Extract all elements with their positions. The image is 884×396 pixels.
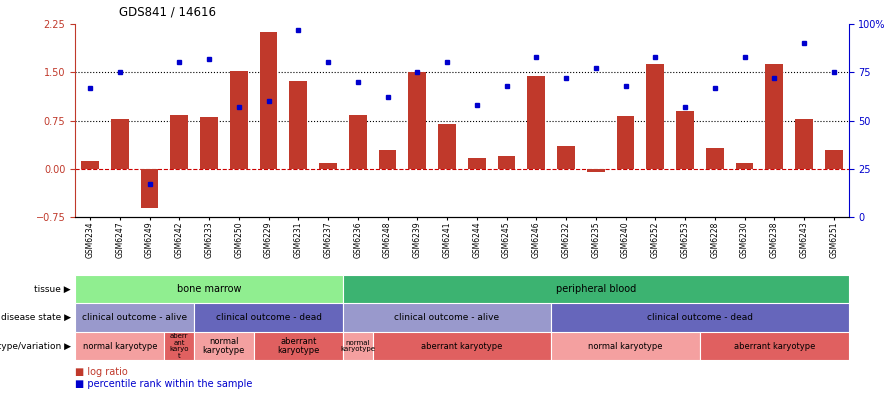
Bar	[705, 148, 724, 169]
Bar	[141, 169, 158, 208]
Text: tissue ▶: tissue ▶	[34, 285, 71, 293]
Bar	[194, 303, 343, 332]
Text: disease state ▶: disease state ▶	[1, 313, 71, 322]
Bar	[551, 303, 849, 332]
Bar	[557, 147, 575, 169]
Bar	[378, 150, 396, 169]
Bar	[766, 65, 783, 169]
Bar	[110, 119, 129, 169]
Bar	[617, 116, 635, 169]
Bar	[438, 124, 456, 169]
Text: clinical outcome - dead: clinical outcome - dead	[216, 313, 322, 322]
Bar	[551, 332, 700, 360]
Bar	[75, 303, 194, 332]
Text: ■ percentile rank within the sample: ■ percentile rank within the sample	[75, 379, 253, 389]
Bar	[200, 117, 218, 169]
Bar	[825, 150, 842, 169]
Text: aberrant karyotype: aberrant karyotype	[421, 342, 503, 350]
Text: clinical outcome - dead: clinical outcome - dead	[647, 313, 753, 322]
Bar	[735, 162, 753, 169]
Text: normal
karyotype: normal karyotype	[340, 340, 376, 352]
Bar	[349, 115, 367, 169]
Bar	[289, 80, 308, 169]
Bar	[587, 169, 605, 171]
Text: normal
karyotype: normal karyotype	[202, 337, 245, 356]
Bar	[373, 332, 551, 360]
Text: aberrant
karyotype: aberrant karyotype	[277, 337, 319, 356]
Bar	[408, 72, 426, 169]
Bar	[171, 115, 188, 169]
Bar	[468, 158, 485, 169]
Bar	[319, 162, 337, 169]
Bar	[254, 332, 343, 360]
Bar	[343, 275, 849, 303]
Bar	[75, 332, 164, 360]
Text: normal karyotype: normal karyotype	[82, 342, 157, 350]
Bar	[528, 76, 545, 169]
Text: aberrant karyotype: aberrant karyotype	[734, 342, 815, 350]
Bar	[700, 332, 849, 360]
Text: genotype/variation ▶: genotype/variation ▶	[0, 342, 71, 350]
Text: bone marrow: bone marrow	[177, 284, 241, 294]
Text: aberr
ant
karyo
t: aberr ant karyo t	[170, 333, 189, 359]
Bar	[75, 275, 343, 303]
Text: peripheral blood: peripheral blood	[556, 284, 636, 294]
Text: normal karyotype: normal karyotype	[588, 342, 663, 350]
Bar	[498, 156, 515, 169]
Bar	[81, 161, 99, 169]
Bar	[230, 71, 248, 169]
Text: ■ log ratio: ■ log ratio	[75, 367, 128, 377]
Text: clinical outcome - alive: clinical outcome - alive	[82, 313, 187, 322]
Bar	[795, 119, 813, 169]
Bar	[194, 332, 254, 360]
Text: GDS841 / 14616: GDS841 / 14616	[119, 6, 217, 19]
Bar	[676, 111, 694, 169]
Bar	[646, 64, 664, 169]
Bar	[343, 332, 373, 360]
Bar	[260, 32, 278, 169]
Text: clinical outcome - alive: clinical outcome - alive	[394, 313, 499, 322]
Bar	[164, 332, 194, 360]
Bar	[343, 303, 551, 332]
